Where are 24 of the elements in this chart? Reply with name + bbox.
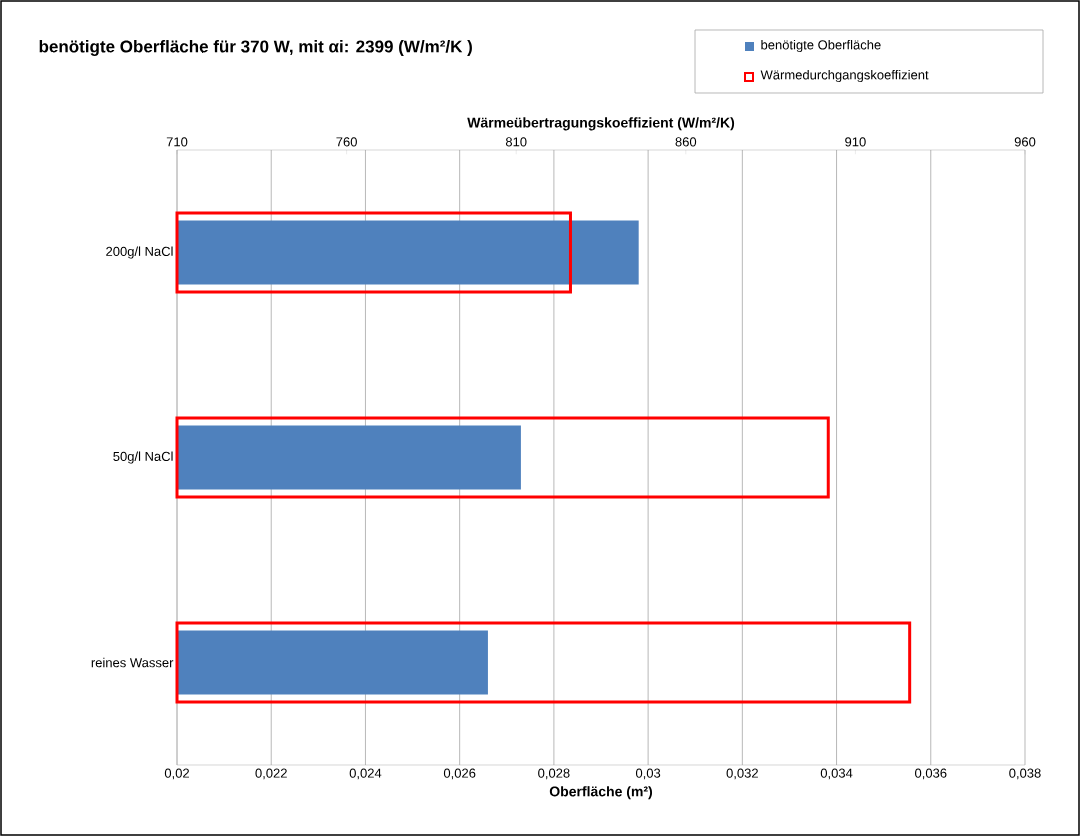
y-tick-label: 50g/l NaCl	[113, 451, 173, 464]
x-tick-label: 0,034	[820, 768, 853, 780]
x-axis-title: Oberfläche (m²)	[549, 786, 653, 800]
x-tick-label: 0,024	[349, 768, 382, 780]
x-tick-label: 0,038	[1009, 768, 1041, 780]
x2-tick-label: 760	[336, 137, 357, 147]
x2-tick-label: 860	[675, 137, 697, 147]
x2-tick-label: 910	[845, 137, 866, 147]
x-tick-label: 0,022	[255, 768, 287, 780]
x-tick-label: 0,036	[915, 768, 947, 780]
x2-tick-label: 810	[505, 137, 527, 147]
chart-title: benötigte Oberfläche für 370 W, mit αi: 2399 (W/m²/K )	[39, 40, 472, 56]
legend-label: benötigte Oberfläche	[761, 39, 881, 53]
x-tick-label: 0,032	[726, 768, 758, 780]
x-tick-label: 0,03	[635, 768, 661, 780]
legend-label: Wärmedurchgangskoeffizient	[760, 69, 929, 83]
x-tick-label: 0,02	[164, 768, 189, 780]
x2-axis-title: Wärmeübertragungskoeffizient (W/m²/K)	[467, 117, 735, 131]
x-tick-label: 0,028	[538, 768, 570, 780]
y-tick-label: 200g/l NaCl	[106, 246, 173, 259]
y-tick-label: reines Wasser	[91, 657, 174, 668]
x-tick-label: 0,026	[443, 768, 476, 780]
x2-tick-label: 710	[166, 137, 188, 147]
x2-tick-label: 960	[1014, 137, 1036, 147]
